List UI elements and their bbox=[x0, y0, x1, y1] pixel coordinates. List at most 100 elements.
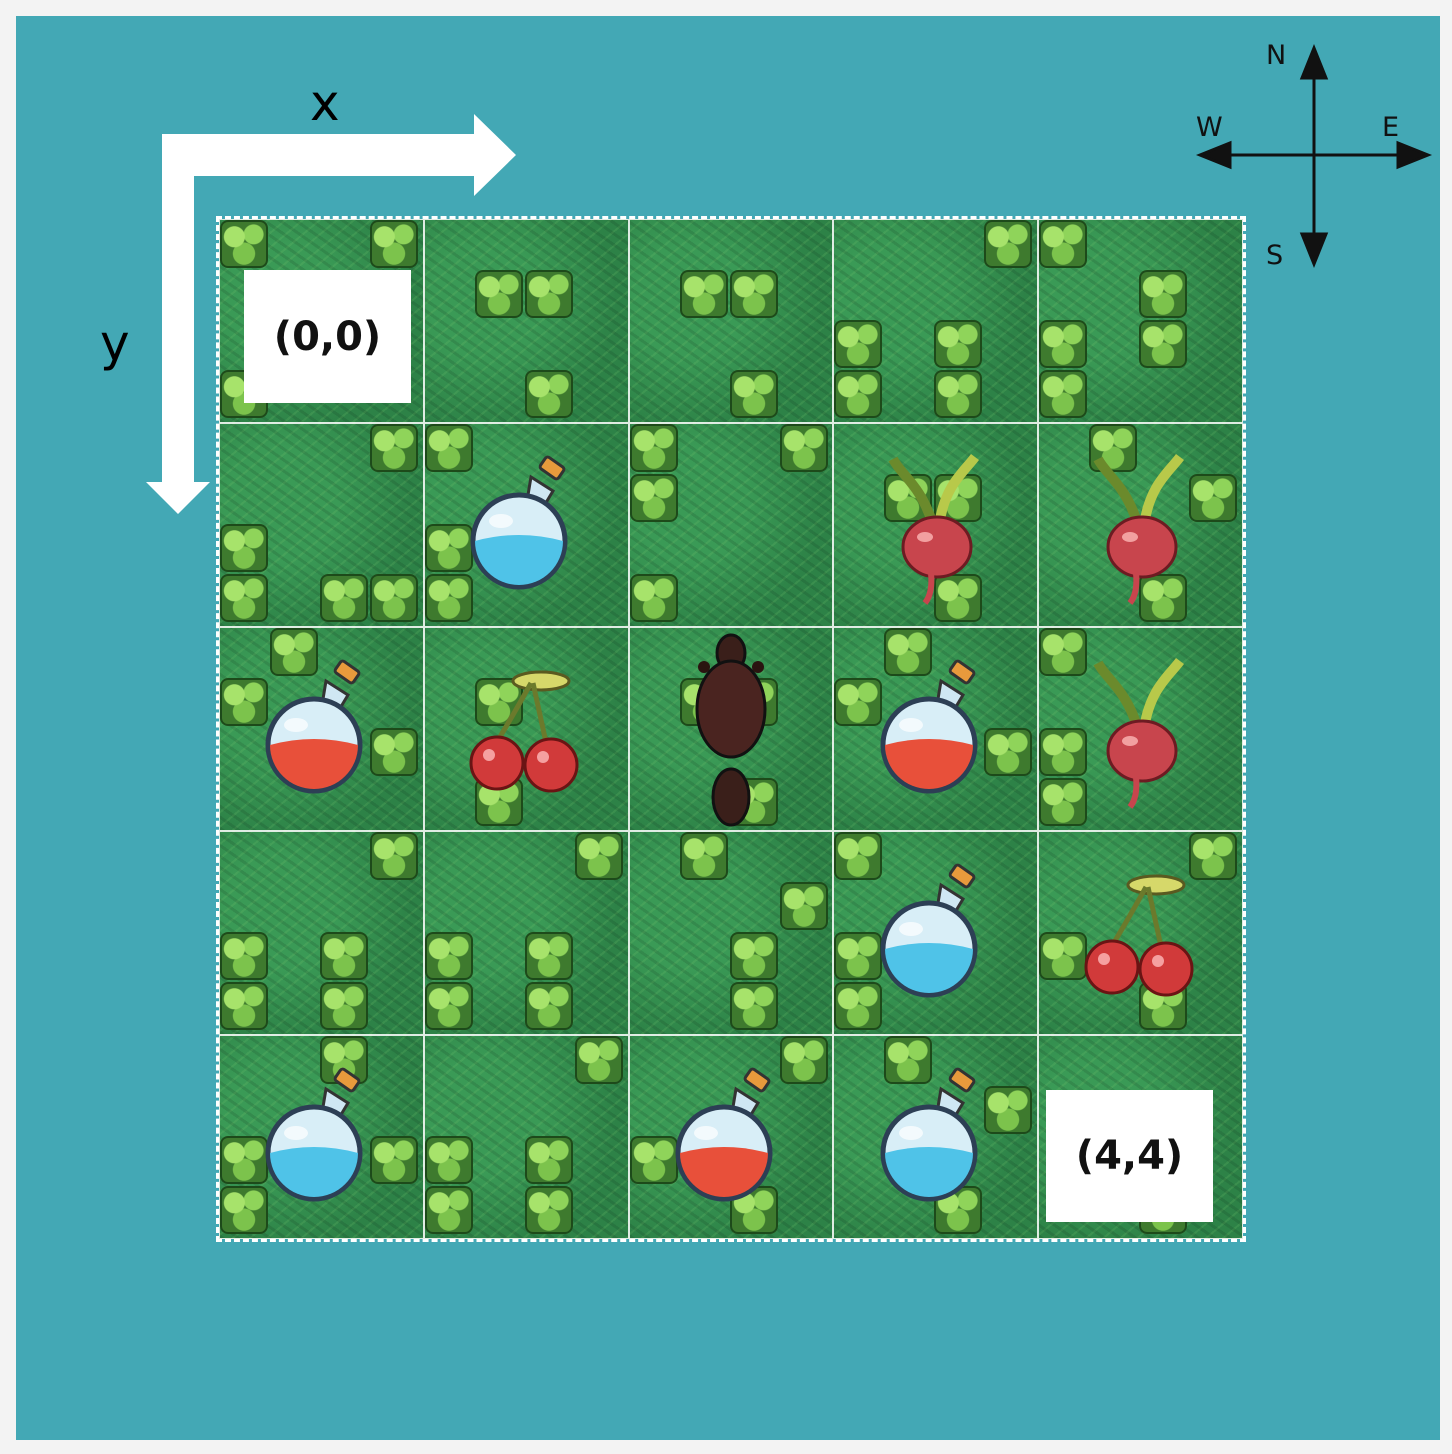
grid-cell-1-2 bbox=[423, 627, 629, 831]
cherries-icon bbox=[461, 659, 591, 799]
bush-tile bbox=[729, 370, 778, 418]
origin-coordinate-label: (0,0) bbox=[244, 270, 411, 403]
bush-tile bbox=[1139, 270, 1188, 318]
beaver-icon bbox=[666, 629, 796, 829]
bush-tile bbox=[424, 932, 473, 980]
grid-cell-3-1 bbox=[833, 423, 1039, 627]
radish-icon bbox=[1076, 445, 1206, 605]
blue-potion-icon bbox=[871, 1067, 1001, 1207]
x-axis-label: x bbox=[310, 74, 340, 132]
bush-tile bbox=[424, 574, 473, 622]
bush-tile bbox=[370, 220, 418, 268]
bush-tile bbox=[524, 1186, 573, 1234]
bush-tile bbox=[574, 832, 623, 880]
blue-potion-icon bbox=[461, 455, 591, 595]
bush-tile bbox=[320, 1036, 368, 1084]
grid-cell-4-2 bbox=[1038, 627, 1243, 831]
bush-tile bbox=[1189, 474, 1238, 522]
bush-tile bbox=[934, 320, 983, 368]
compass-south-label: S bbox=[1266, 240, 1284, 271]
grid-cell-2-3 bbox=[628, 831, 834, 1035]
grid-cell-3-4 bbox=[833, 1035, 1039, 1239]
bush-tile bbox=[424, 1186, 473, 1234]
bush-tile bbox=[474, 270, 523, 318]
bush-tile bbox=[679, 270, 728, 318]
grid-cell-3-0 bbox=[833, 219, 1039, 423]
bush-tile bbox=[220, 524, 268, 572]
radish-icon bbox=[1076, 649, 1206, 809]
bush-tile bbox=[370, 424, 418, 472]
bush-tile bbox=[524, 932, 573, 980]
bush-tile bbox=[320, 982, 368, 1030]
bush-tile bbox=[1039, 370, 1088, 418]
bush-tile bbox=[629, 1136, 678, 1184]
bush-tile bbox=[984, 220, 1033, 268]
bush-tile bbox=[220, 1136, 268, 1184]
red-potion-icon bbox=[666, 1067, 796, 1207]
bush-tile bbox=[629, 424, 678, 472]
bush-tile bbox=[424, 982, 473, 1030]
bush-tile bbox=[524, 370, 573, 418]
grid-cell-1-3 bbox=[423, 831, 629, 1035]
bush-tile bbox=[1139, 574, 1188, 622]
bush-tile bbox=[934, 574, 983, 622]
grid-cell-0-1 bbox=[219, 423, 424, 627]
compass-north-label: N bbox=[1266, 40, 1287, 71]
grid-cell-3-3 bbox=[833, 831, 1039, 1035]
bush-tile bbox=[1039, 728, 1088, 776]
grid-cell-0-4 bbox=[219, 1035, 424, 1239]
grid-cell-2-4 bbox=[628, 1035, 834, 1239]
compass-west-label: W bbox=[1196, 112, 1223, 143]
bush-tile bbox=[729, 982, 778, 1030]
bush-tile bbox=[270, 628, 318, 676]
bush-tile bbox=[424, 524, 473, 572]
bush-tile bbox=[779, 882, 828, 930]
grid-cell-0-2 bbox=[219, 627, 424, 831]
bush-tile bbox=[629, 574, 678, 622]
bush-tile bbox=[220, 982, 268, 1030]
bush-tile bbox=[220, 574, 268, 622]
bush-tile bbox=[424, 424, 473, 472]
bush-tile bbox=[320, 932, 368, 980]
bush-tile bbox=[220, 1186, 268, 1234]
bush-tile bbox=[1039, 220, 1088, 268]
bush-tile bbox=[1139, 320, 1188, 368]
grid-cell-4-3 bbox=[1038, 831, 1243, 1035]
bush-tile bbox=[1039, 320, 1088, 368]
bush-tile bbox=[934, 1186, 983, 1234]
bush-tile bbox=[834, 982, 883, 1030]
bush-tile bbox=[834, 678, 883, 726]
bush-tile bbox=[834, 370, 883, 418]
end-coordinate-label: (4,4) bbox=[1046, 1090, 1213, 1222]
bush-tile bbox=[524, 1136, 573, 1184]
bush-tile bbox=[370, 832, 418, 880]
bush-tile bbox=[320, 574, 368, 622]
grid-cell-2-1 bbox=[628, 423, 834, 627]
bush-tile bbox=[934, 370, 983, 418]
bush-tile bbox=[524, 982, 573, 1030]
bush-tile bbox=[220, 932, 268, 980]
compass-east-label: E bbox=[1382, 112, 1400, 143]
bush-tile bbox=[779, 1036, 828, 1084]
blue-potion-icon bbox=[871, 863, 1001, 1003]
bush-tile bbox=[984, 728, 1033, 776]
grid-cell-1-1 bbox=[423, 423, 629, 627]
bush-tile bbox=[474, 678, 523, 726]
grid-cell-0-3 bbox=[219, 831, 424, 1035]
bush-tile bbox=[834, 320, 883, 368]
grid-cell-3-2 bbox=[833, 627, 1039, 831]
bush-tile bbox=[424, 1136, 473, 1184]
game-grid bbox=[216, 216, 1246, 1242]
grid-cell-4-0 bbox=[1038, 219, 1243, 423]
bush-tile bbox=[524, 270, 573, 318]
bush-tile bbox=[884, 1036, 933, 1084]
bush-tile bbox=[574, 1036, 623, 1084]
grid-cell-1-4 bbox=[423, 1035, 629, 1239]
grid-cell-2-0 bbox=[628, 219, 834, 423]
radish-icon bbox=[871, 445, 1001, 605]
cherries-icon bbox=[1076, 863, 1206, 1003]
y-axis-label: y bbox=[100, 314, 130, 372]
bush-tile bbox=[679, 832, 728, 880]
bush-tile bbox=[1039, 778, 1088, 826]
bush-tile bbox=[729, 270, 778, 318]
